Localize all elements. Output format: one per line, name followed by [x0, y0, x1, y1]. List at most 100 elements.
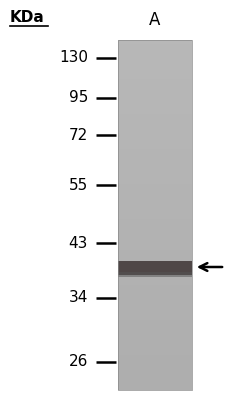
- Text: 34: 34: [68, 290, 88, 306]
- Bar: [117, 264, 191, 268]
- Bar: [117, 68, 191, 72]
- Bar: [117, 246, 191, 250]
- Bar: [117, 257, 191, 260]
- Bar: [117, 226, 191, 229]
- Bar: [117, 285, 191, 288]
- Bar: [117, 176, 191, 180]
- Bar: [117, 198, 191, 201]
- Bar: [117, 243, 191, 246]
- Bar: [117, 110, 191, 114]
- Bar: [117, 75, 191, 78]
- Bar: [117, 204, 191, 208]
- Text: 26: 26: [68, 354, 88, 370]
- Bar: [117, 324, 191, 327]
- Bar: [117, 64, 191, 68]
- Bar: [117, 348, 191, 352]
- Bar: [117, 120, 191, 124]
- Bar: [117, 260, 191, 264]
- Bar: [117, 334, 191, 338]
- Bar: [117, 131, 191, 134]
- Bar: [117, 218, 191, 222]
- Text: 55: 55: [68, 178, 88, 192]
- Text: 72: 72: [68, 128, 88, 142]
- Text: 95: 95: [68, 90, 88, 106]
- Bar: [117, 355, 191, 358]
- Bar: [117, 288, 191, 292]
- Bar: [117, 344, 191, 348]
- Bar: [117, 100, 191, 103]
- Bar: [117, 78, 191, 82]
- Bar: [117, 50, 191, 54]
- Bar: [117, 338, 191, 341]
- Bar: [117, 166, 191, 170]
- Bar: [117, 261, 191, 275]
- Bar: [117, 362, 191, 366]
- Bar: [117, 278, 191, 282]
- Bar: [117, 383, 191, 386]
- Bar: [117, 229, 191, 232]
- Bar: [117, 58, 191, 61]
- Bar: [117, 299, 191, 302]
- Bar: [117, 44, 191, 47]
- Bar: [117, 208, 191, 212]
- Bar: [117, 366, 191, 369]
- Bar: [117, 152, 191, 156]
- Text: A: A: [149, 11, 160, 29]
- Bar: [117, 103, 191, 106]
- Bar: [117, 82, 191, 86]
- Bar: [117, 292, 191, 296]
- Bar: [117, 222, 191, 226]
- Bar: [117, 72, 191, 75]
- Bar: [117, 47, 191, 50]
- Text: 43: 43: [68, 236, 88, 250]
- Bar: [117, 142, 191, 145]
- Bar: [117, 380, 191, 383]
- Bar: [117, 180, 191, 184]
- Text: KDa: KDa: [10, 10, 45, 26]
- Bar: [117, 194, 191, 198]
- Bar: [117, 134, 191, 138]
- Bar: [117, 114, 191, 117]
- Bar: [117, 306, 191, 310]
- Bar: [117, 162, 191, 166]
- Bar: [117, 148, 191, 152]
- Bar: [117, 86, 191, 89]
- Bar: [117, 117, 191, 120]
- Bar: [117, 232, 191, 236]
- Bar: [117, 240, 191, 243]
- Bar: [117, 310, 191, 313]
- Bar: [117, 187, 191, 190]
- Bar: [117, 128, 191, 131]
- Bar: [117, 274, 191, 278]
- Bar: [117, 89, 191, 92]
- Bar: [117, 54, 191, 58]
- Bar: [117, 316, 191, 320]
- Bar: [117, 190, 191, 194]
- Bar: [117, 320, 191, 324]
- Bar: [117, 173, 191, 176]
- Bar: [117, 386, 191, 390]
- Bar: [117, 330, 191, 334]
- Bar: [117, 250, 191, 254]
- Bar: [117, 61, 191, 64]
- Text: 130: 130: [59, 50, 88, 66]
- Bar: [117, 170, 191, 173]
- Bar: [117, 302, 191, 306]
- Bar: [117, 254, 191, 257]
- Bar: [117, 271, 191, 274]
- Bar: [117, 159, 191, 162]
- Bar: [117, 358, 191, 362]
- Bar: [117, 352, 191, 355]
- Bar: [117, 236, 191, 240]
- Bar: [117, 40, 191, 390]
- Bar: [117, 268, 191, 271]
- Bar: [117, 313, 191, 316]
- Bar: [117, 40, 191, 44]
- Bar: [117, 327, 191, 330]
- Bar: [117, 296, 191, 299]
- Bar: [117, 92, 191, 96]
- Bar: [117, 124, 191, 128]
- Bar: [117, 372, 191, 376]
- Bar: [117, 145, 191, 148]
- Bar: [117, 272, 191, 277]
